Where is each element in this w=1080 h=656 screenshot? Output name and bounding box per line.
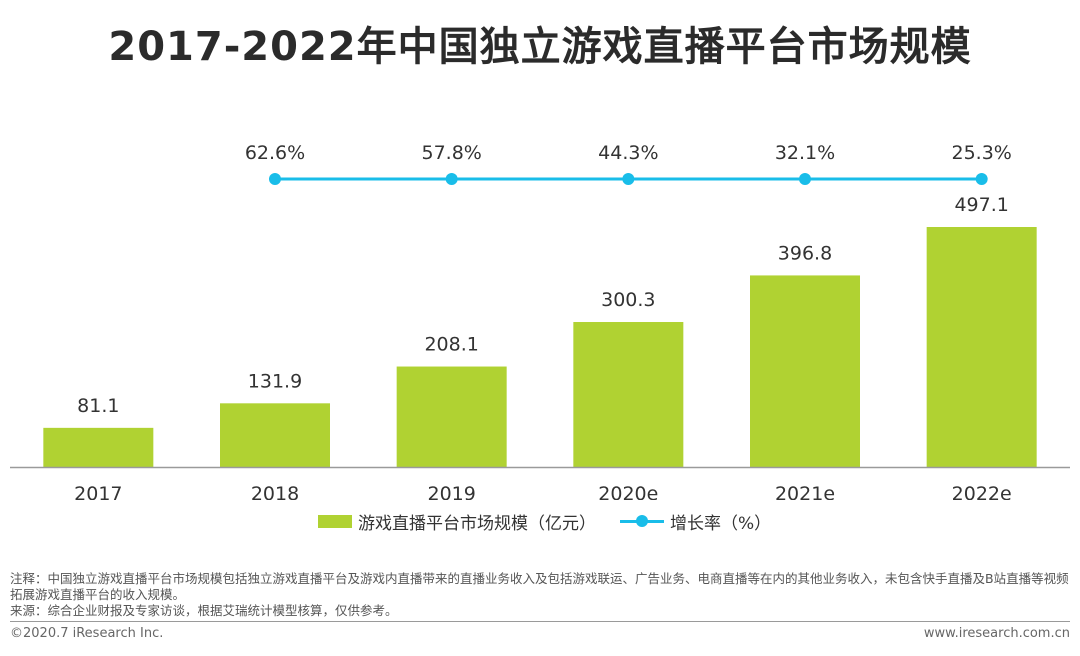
growth-rate-point [445,173,458,185]
legend-bar-label: 游戏直播平台市场规模（亿元） [358,513,596,534]
bar-value-label: 131.9 [248,370,302,392]
legend-line-label: 增长率（%） [670,513,772,534]
legend-item-bar: 游戏直播平台市场规模（亿元） [318,508,596,534]
x-tick-label: 2020e [598,483,658,500]
growth-rate-point [975,173,988,185]
bar-value-labels: 81.1 131.9 208.1 300.3 396.8 497.1 [77,194,1009,417]
bar-2018 [220,403,330,467]
growth-rate-line: 62.6% 57.8% 44.3% 32.1% 25.3% [245,142,1012,185]
legend: 游戏直播平台市场规模（亿元） 增长率（%） [0,508,1080,534]
footer-divider [10,621,1070,622]
bar-value-label: 300.3 [601,289,655,311]
growth-rate-point [799,173,811,185]
growth-rate-point [622,173,635,185]
website-link[interactable]: www.iresearch.com.cn [923,626,1070,641]
legend-bar-swatch [318,514,352,528]
bar-value-label: 81.1 [77,395,119,417]
x-tick-label: 2018 [251,483,299,500]
legend-line-swatch [620,511,664,531]
bar-2020e [573,322,684,467]
bar-value-label: 396.8 [778,242,832,264]
bar-2017 [43,427,154,467]
growth-rate-label: 44.3% [598,142,658,164]
bars [43,227,1037,467]
chart-title: 2017-2022年中国独立游戏直播平台市场规模 [108,24,972,70]
footnote-source: 来源：综合企业财报及专家访谈，根据艾瑞统计模型核算，仅供参考。 [10,603,398,618]
bar-value-label: 208.1 [424,334,478,356]
x-tick-label: 2017 [74,483,122,500]
bar-value-label: 497.1 [954,194,1008,216]
bar-2019 [396,366,507,467]
growth-rate-label: 62.6% [245,142,305,164]
bar-2021e [750,275,860,467]
copyright: ©2020.7 iResearch Inc. [10,626,164,641]
x-tick-label: 2019 [427,483,475,500]
x-axis-tick-labels: 2017 2018 2019 2020e 2021e 2022e [74,483,1012,500]
x-tick-label: 2022e [952,483,1012,500]
bar-2022e [926,227,1037,467]
growth-rate-label: 25.3% [951,142,1011,164]
legend-item-line: 增长率（%） [620,508,771,534]
growth-rate-label: 32.1% [775,142,835,164]
footnote-note: 注释：中国独立游戏直播平台市场规模包括独立游戏直播平台及游戏内直播带来的直播业务… [10,571,1069,602]
growth-rate-point [269,173,281,185]
footnote: 注释：中国独立游戏直播平台市场规模包括独立游戏直播平台及游戏内直播带来的直播业务… [10,571,1070,619]
growth-rate-label: 57.8% [421,142,481,164]
x-tick-label: 2021e [775,483,835,500]
